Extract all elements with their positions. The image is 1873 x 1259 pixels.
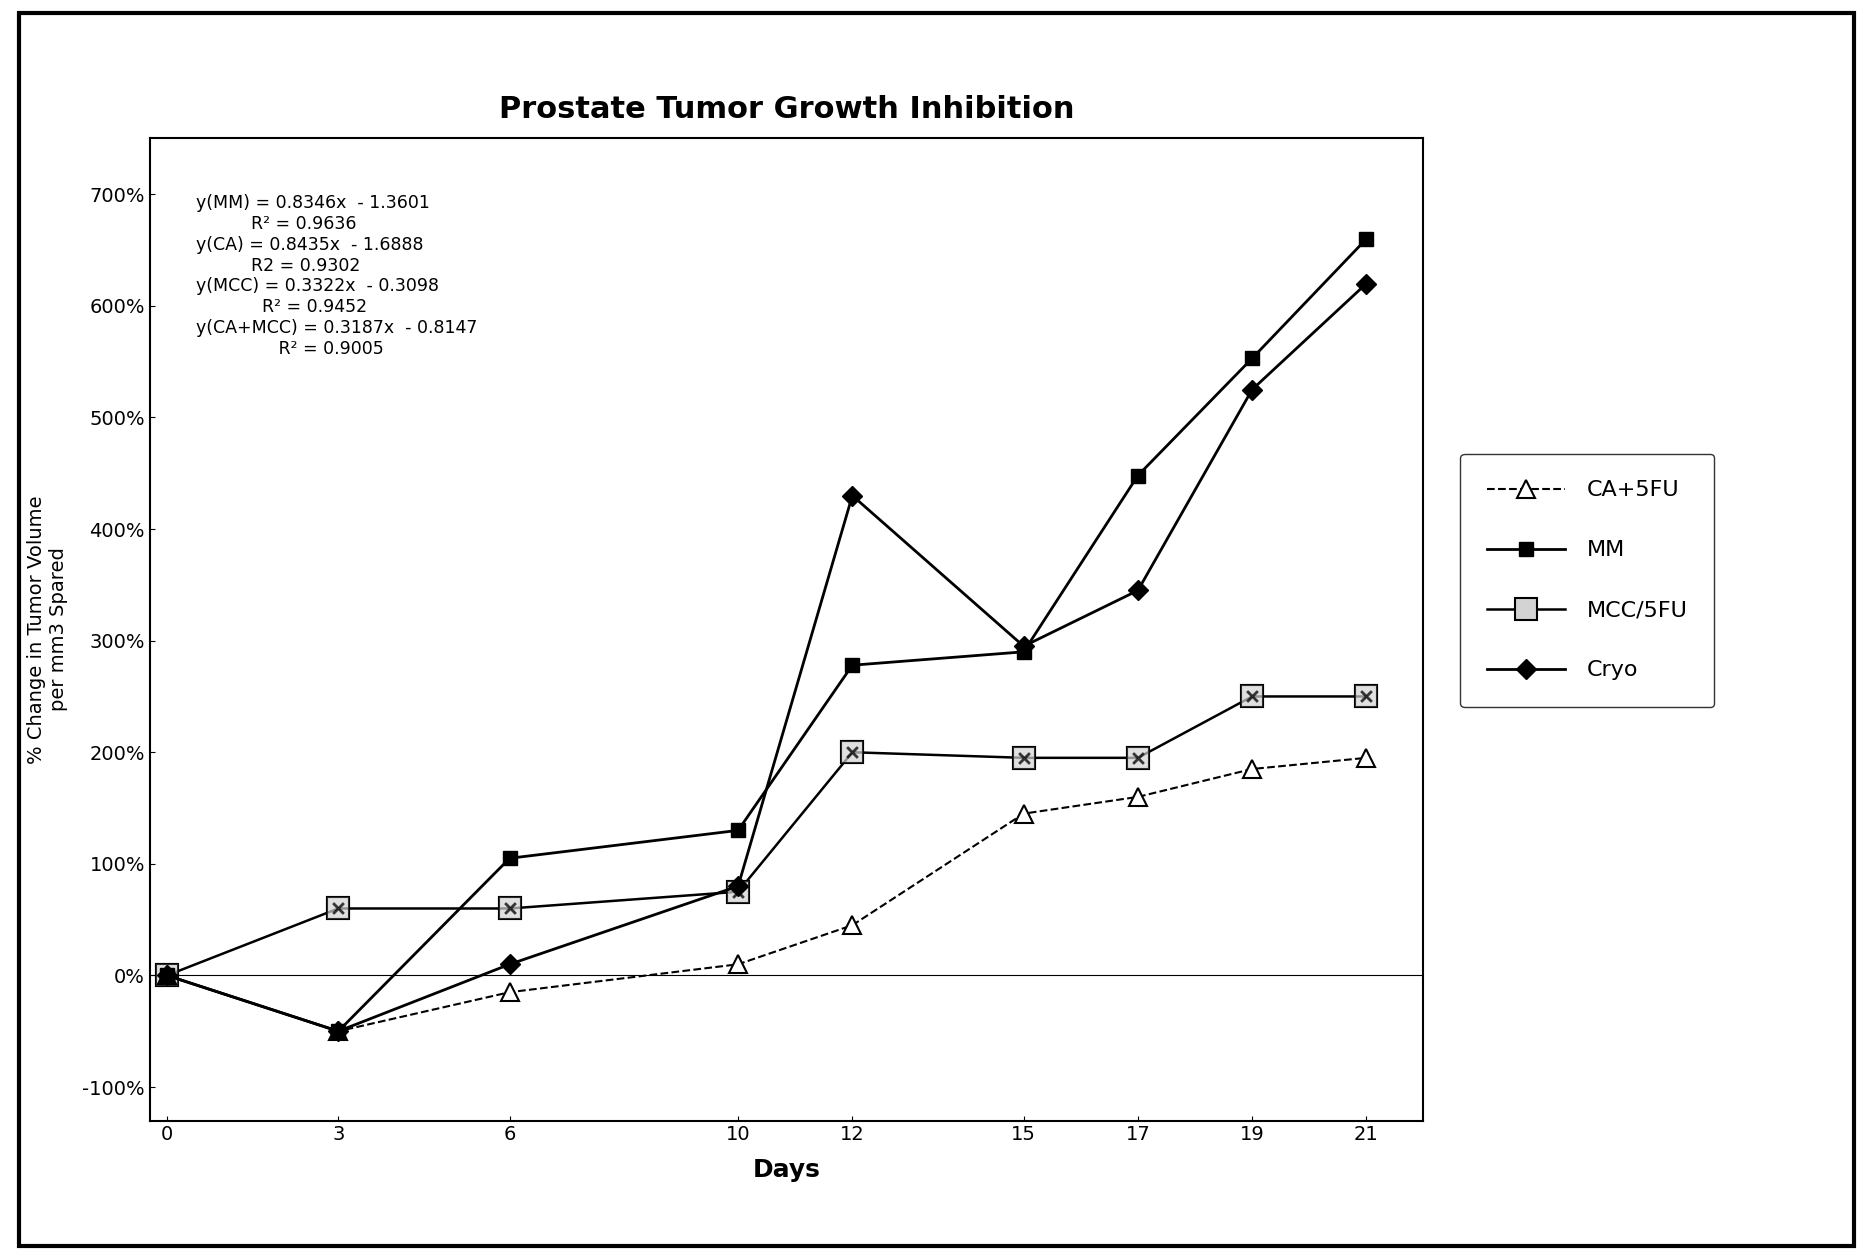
Title: Prostate Tumor Growth Inhibition: Prostate Tumor Growth Inhibition bbox=[498, 94, 1075, 123]
X-axis label: Days: Days bbox=[753, 1158, 820, 1182]
Y-axis label: % Change in Tumor Volume
per mm3 Spared: % Change in Tumor Volume per mm3 Spared bbox=[28, 495, 69, 764]
Text: y(MM) = 0.8346x  - 1.3601
          R² = 0.9636
y(CA) = 0.8435x  - 1.6888
      : y(MM) = 0.8346x - 1.3601 R² = 0.9636 y(C… bbox=[195, 194, 478, 358]
Legend: CA+5FU, MM, MCC/5FU, Cryo: CA+5FU, MM, MCC/5FU, Cryo bbox=[1461, 453, 1714, 708]
